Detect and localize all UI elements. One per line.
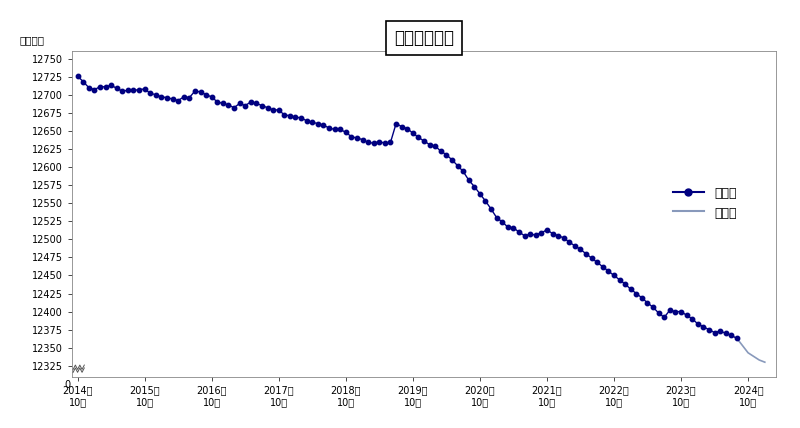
Legend: 確定値, 概算値: 確定値, 概算値: [668, 181, 742, 225]
Text: （万人）: （万人）: [19, 35, 44, 45]
Text: 0: 0: [65, 380, 70, 390]
Title: 総人口の推移: 総人口の推移: [394, 29, 454, 47]
